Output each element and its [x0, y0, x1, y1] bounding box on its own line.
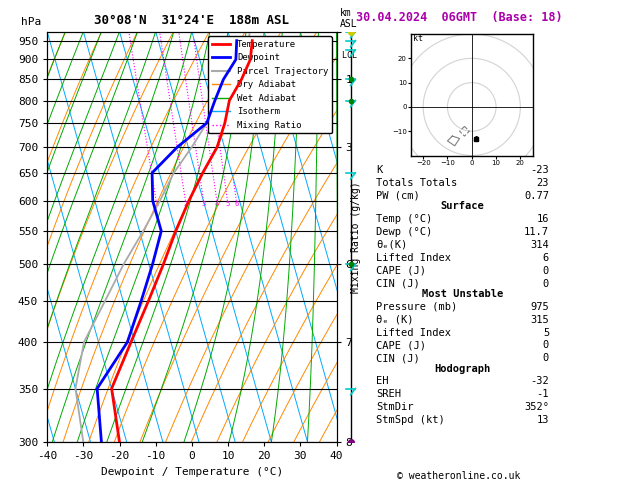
Text: CIN (J): CIN (J) — [376, 353, 420, 363]
Text: 1: 1 — [155, 201, 159, 207]
Text: Mixing Ratio (g/kg): Mixing Ratio (g/kg) — [351, 181, 361, 293]
Text: 0: 0 — [543, 266, 549, 276]
Text: EH: EH — [376, 377, 389, 386]
Legend: Temperature, Dewpoint, Parcel Trajectory, Dry Adiabat, Wet Adiabat, Isotherm, Mi: Temperature, Dewpoint, Parcel Trajectory… — [208, 36, 332, 134]
Text: 6: 6 — [235, 201, 239, 207]
Text: hPa: hPa — [21, 17, 41, 27]
Text: 0: 0 — [543, 353, 549, 363]
Text: 352°: 352° — [524, 402, 549, 412]
Text: 6: 6 — [543, 253, 549, 263]
Text: Hodograph: Hodograph — [435, 364, 491, 374]
Text: 30.04.2024  06GMT  (Base: 18): 30.04.2024 06GMT (Base: 18) — [356, 11, 562, 24]
Text: CAPE (J): CAPE (J) — [376, 340, 426, 350]
Text: PW (cm): PW (cm) — [376, 191, 420, 201]
Text: StmSpd (kt): StmSpd (kt) — [376, 415, 445, 425]
Text: 13: 13 — [537, 415, 549, 425]
Text: StmDir: StmDir — [376, 402, 414, 412]
Text: 5: 5 — [226, 201, 230, 207]
Text: CIN (J): CIN (J) — [376, 278, 420, 289]
Text: 2: 2 — [184, 201, 188, 207]
Text: 0.77: 0.77 — [524, 191, 549, 201]
Text: θₑ(K): θₑ(K) — [376, 240, 408, 250]
Text: 5: 5 — [543, 328, 549, 337]
Text: km
ASL: km ASL — [340, 8, 357, 29]
Text: Temp (°C): Temp (°C) — [376, 214, 432, 224]
Text: Lifted Index: Lifted Index — [376, 253, 451, 263]
Text: LCL: LCL — [337, 51, 357, 60]
Text: Pressure (mb): Pressure (mb) — [376, 302, 457, 312]
Text: θₑ (K): θₑ (K) — [376, 314, 414, 325]
X-axis label: Dewpoint / Temperature (°C): Dewpoint / Temperature (°C) — [101, 467, 283, 477]
Text: 0: 0 — [543, 340, 549, 350]
Text: -1: -1 — [537, 389, 549, 399]
Text: 23: 23 — [537, 178, 549, 188]
Text: Dewp (°C): Dewp (°C) — [376, 227, 432, 237]
Text: 30°08'N  31°24'E  188m ASL: 30°08'N 31°24'E 188m ASL — [94, 14, 289, 27]
Text: -23: -23 — [530, 165, 549, 175]
Text: 315: 315 — [530, 314, 549, 325]
Text: 4: 4 — [215, 201, 220, 207]
Text: 3: 3 — [202, 201, 206, 207]
Text: 314: 314 — [530, 240, 549, 250]
Text: 11.7: 11.7 — [524, 227, 549, 237]
Text: CAPE (J): CAPE (J) — [376, 266, 426, 276]
Text: 975: 975 — [530, 302, 549, 312]
Text: kt: kt — [413, 35, 423, 43]
Text: Surface: Surface — [441, 201, 484, 211]
Text: Lifted Index: Lifted Index — [376, 328, 451, 337]
Text: 0: 0 — [543, 278, 549, 289]
Text: SREH: SREH — [376, 389, 401, 399]
Text: © weatheronline.co.uk: © weatheronline.co.uk — [398, 471, 521, 481]
Text: Most Unstable: Most Unstable — [422, 289, 503, 299]
Text: K: K — [376, 165, 382, 175]
Text: -32: -32 — [530, 377, 549, 386]
Text: Totals Totals: Totals Totals — [376, 178, 457, 188]
Text: 16: 16 — [537, 214, 549, 224]
